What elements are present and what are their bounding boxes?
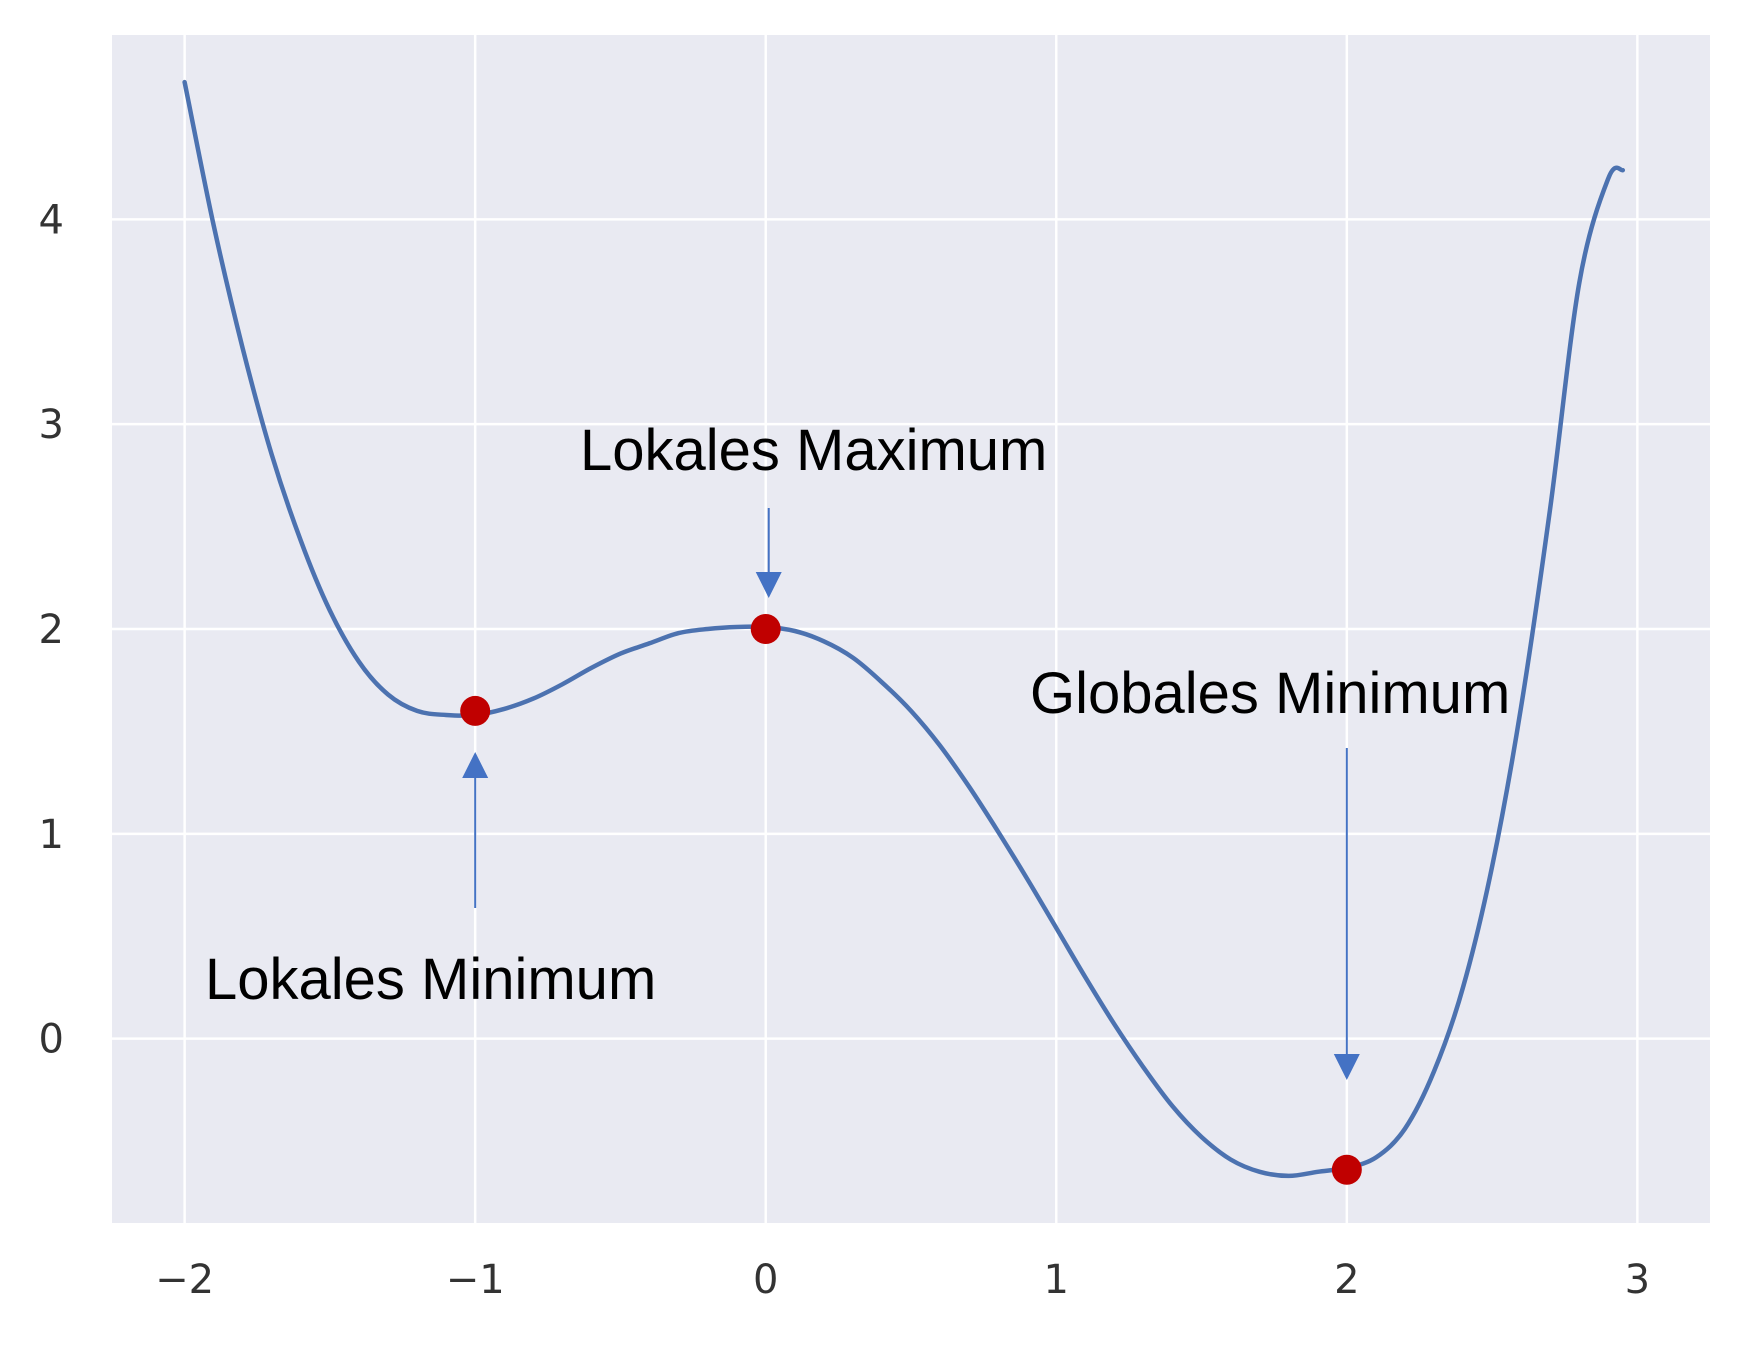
annotation-local-maximum: Lokales Maximum <box>580 418 1047 483</box>
y-tick-label: 0 <box>39 1017 64 1063</box>
annotation-local-minimum: Lokales Minimum <box>205 947 656 1012</box>
annotation-arrows <box>462 508 1360 1080</box>
function-curve <box>182 79 1626 1179</box>
y-tick-label: 4 <box>39 197 64 243</box>
point-local-maximum <box>750 614 781 644</box>
annotation-global-minimum: Globales Minimum <box>1030 661 1510 726</box>
tick-labels: −2 −1 0 1 2 3 0 1 2 3 4 <box>39 197 1651 1303</box>
extrema-points <box>460 614 1362 1185</box>
y-tick-label: 1 <box>39 812 64 858</box>
x-tick-label: −2 <box>155 1257 214 1303</box>
y-tick-label: 2 <box>39 607 64 653</box>
point-local-minimum <box>460 695 491 726</box>
x-tick-label: −1 <box>446 1257 505 1303</box>
arrow-global-minimum-head <box>1333 1054 1360 1080</box>
x-tick-label: 3 <box>1625 1257 1650 1303</box>
x-tick-label: 1 <box>1044 1257 1069 1303</box>
x-tick-label: 2 <box>1334 1257 1359 1303</box>
arrow-local-maximum-head <box>755 572 782 598</box>
y-tick-label: 3 <box>39 402 64 448</box>
curve-layer <box>182 79 1626 1179</box>
x-tick-label: 0 <box>753 1257 778 1303</box>
point-global-minimum <box>1331 1154 1362 1185</box>
arrow-local-minimum-head <box>462 752 489 778</box>
